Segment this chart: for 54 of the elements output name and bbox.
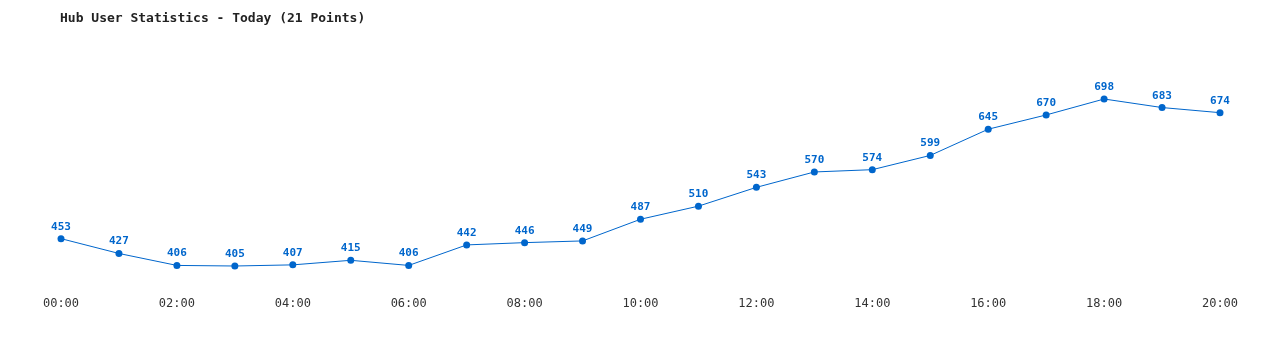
point [521, 239, 529, 247]
x-tick-label: 18:00 [1086, 296, 1123, 310]
data-label: 670 [1036, 95, 1057, 109]
x-tick-label: 10:00 [622, 296, 659, 310]
data-label: 446 [514, 223, 535, 237]
data-label: 487 [630, 200, 651, 214]
point [810, 168, 818, 176]
x-tick-label: 14:00 [854, 296, 891, 310]
data-label: 510 [688, 187, 709, 201]
point [173, 261, 181, 269]
point [57, 235, 65, 243]
point [926, 151, 934, 159]
data-label: 599 [920, 136, 941, 150]
data-label: 406 [166, 246, 188, 260]
x-tick-label: 16:00 [970, 296, 1007, 310]
data-label: 645 [978, 110, 999, 124]
x-tick-label: 04:00 [274, 296, 311, 310]
x-tick-label: 12:00 [738, 296, 775, 310]
point [752, 183, 760, 191]
data-label: 449 [572, 221, 593, 235]
point [637, 215, 644, 223]
point [868, 166, 876, 174]
x-tick-label: 02:00 [158, 296, 195, 310]
data-label: 442 [456, 225, 477, 239]
data-label: 427 [109, 234, 129, 248]
point [579, 237, 587, 245]
x-tick-label: 20:00 [1201, 296, 1239, 310]
point [1100, 95, 1108, 103]
data-label: 407 [282, 245, 303, 259]
x-tick-label: 08:00 [506, 296, 543, 310]
point [1158, 104, 1166, 112]
x-tick-label: 06:00 [390, 296, 427, 310]
data-label: 570 [804, 152, 825, 166]
point [289, 261, 297, 269]
data-label: 415 [340, 241, 361, 255]
x-tick-label: 00:00 [42, 296, 80, 310]
point [347, 256, 355, 264]
point [405, 261, 413, 269]
data-label: 698 [1094, 80, 1115, 93]
data-label: 453 [51, 219, 71, 233]
data-label: 543 [746, 168, 767, 182]
data-label: 574 [862, 150, 883, 164]
point [984, 125, 992, 133]
chart-title: Hub User Statistics - Today (21 Points) [60, 10, 366, 25]
data-label: 674 [1210, 93, 1231, 107]
data-label: 683 [1152, 88, 1172, 102]
point [694, 202, 702, 210]
point [115, 249, 123, 257]
data-label: 405 [224, 247, 245, 260]
point [463, 241, 471, 249]
data-label: 406 [398, 246, 420, 260]
point [231, 262, 239, 270]
point [1216, 109, 1224, 117]
point [1042, 111, 1050, 119]
